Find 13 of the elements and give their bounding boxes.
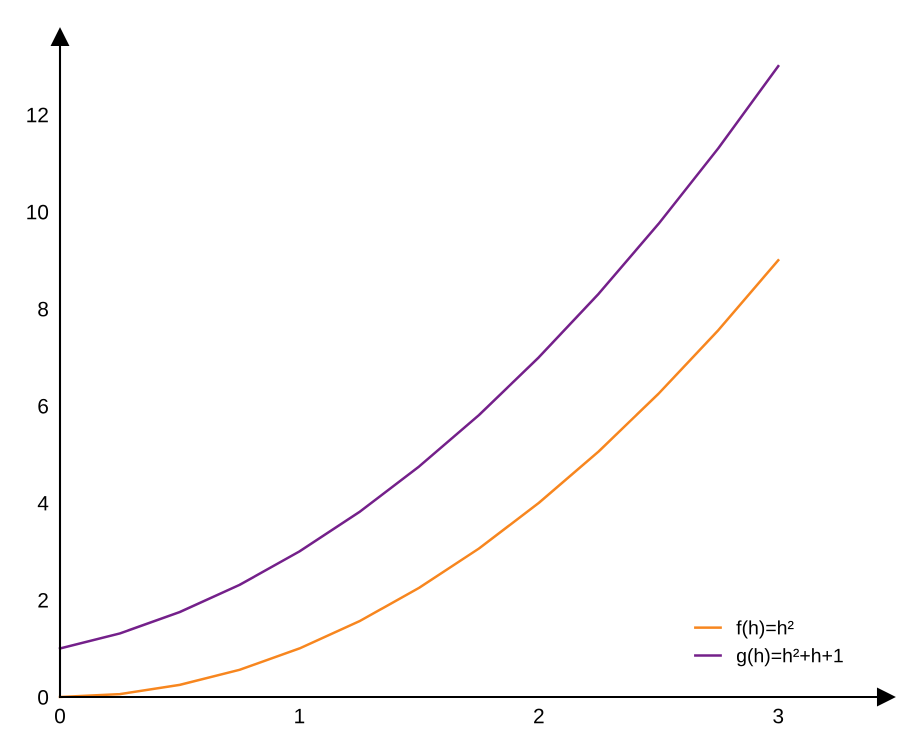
x-tick-label: 1 (295, 708, 304, 724)
y-tick-label: 6 (38, 398, 48, 414)
y-tick-label: 2 (38, 592, 48, 608)
legend-label: f(h)=h² (736, 620, 794, 638)
y-tick-label: 8 (38, 302, 48, 317)
y-tick-label: 10 (27, 204, 48, 220)
y-tick-label: 0 (38, 690, 48, 705)
x-tick-label: 3 (773, 708, 784, 724)
y-tick-label: 4 (38, 496, 48, 510)
x-tick-label: 0 (55, 708, 65, 724)
y-tick-label: 12 (27, 108, 48, 122)
legend-label: g(h)=h²+h+1 (736, 648, 843, 666)
x-tick-label: 2 (534, 708, 544, 724)
